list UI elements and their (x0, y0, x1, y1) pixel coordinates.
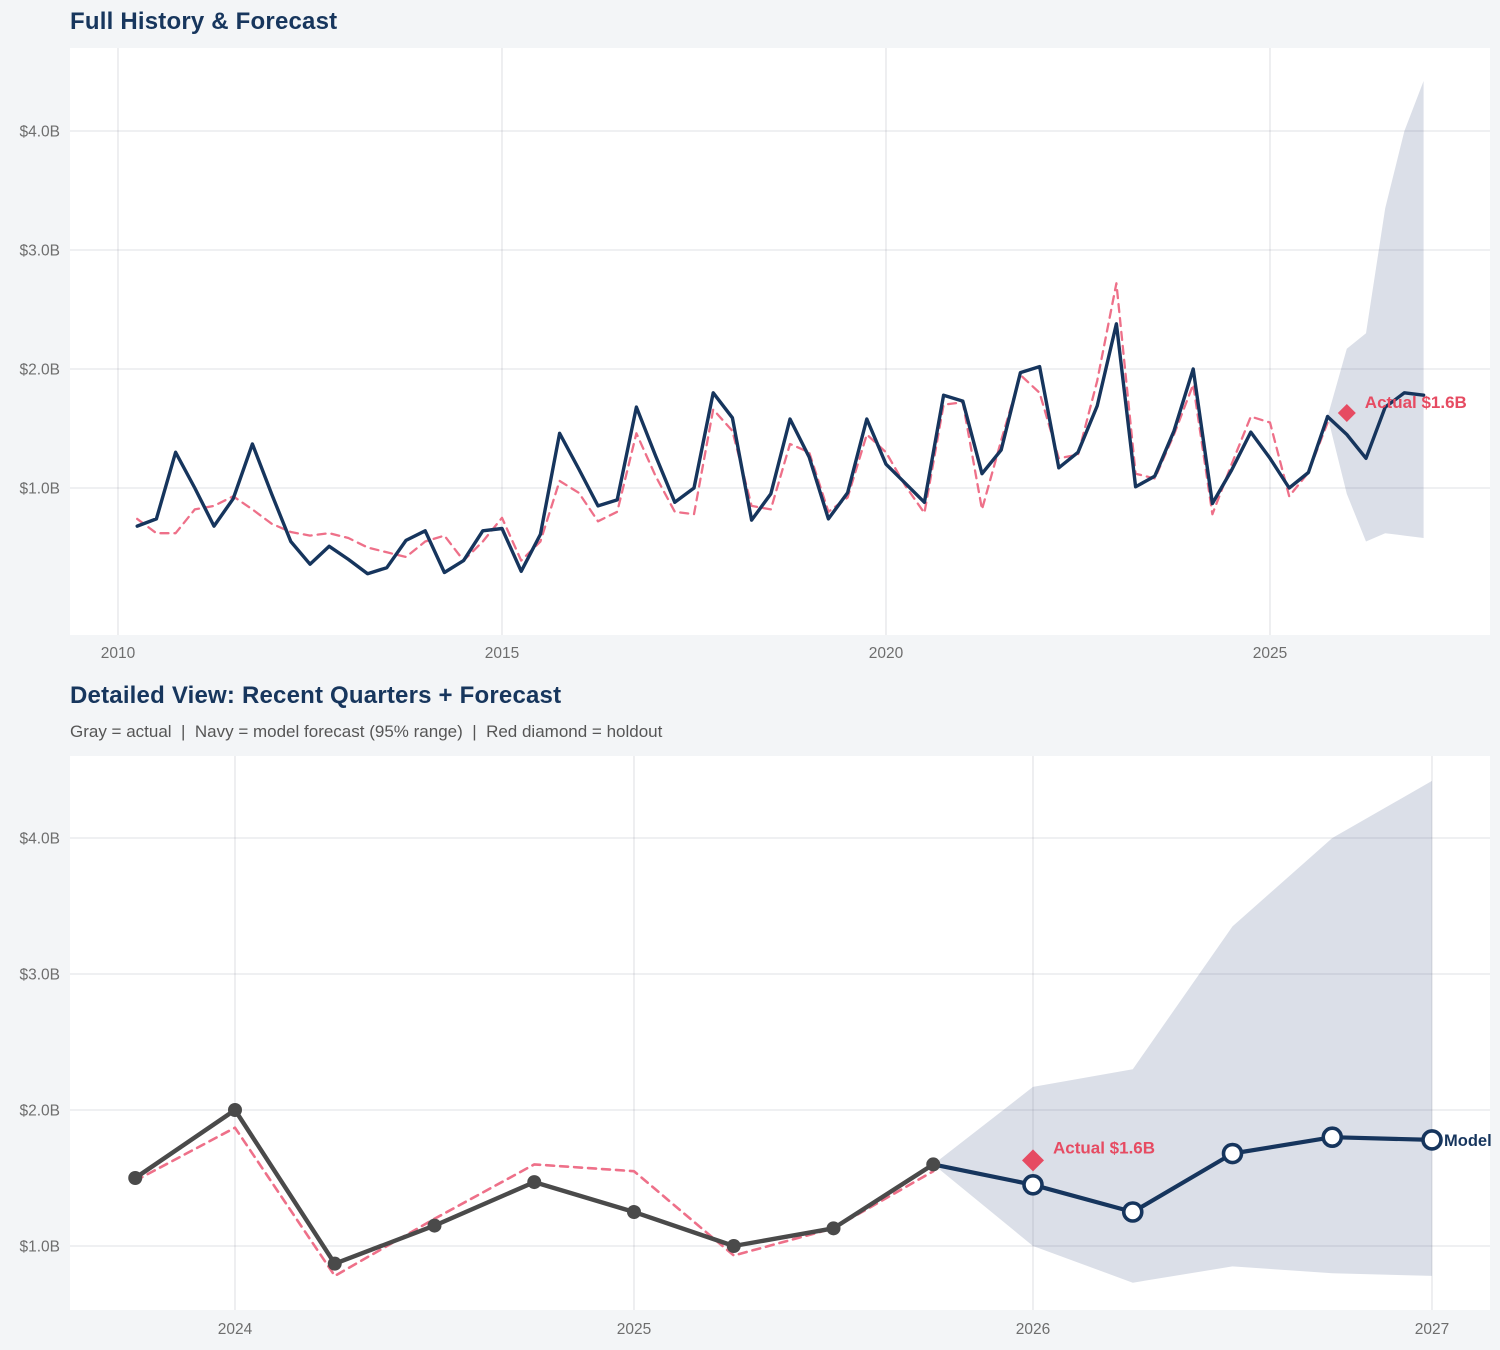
detailed-view-model-forecast-line (931, 1135, 1435, 1215)
detailed-view-confidence-band (933, 780, 1432, 1283)
full-history-confidence-band (1327, 81, 1424, 542)
full-history-y-tick-label: $2.0B (19, 362, 60, 379)
detailed-view-actual-point (726, 1239, 741, 1253)
detailed-view-actual-point (926, 1157, 941, 1172)
detailed-view-x-tick-label: 2025 (617, 1321, 651, 1338)
detailed-view-x-tick-label: 2024 (218, 1321, 253, 1338)
top-chart-title: Full History & Forecast (70, 8, 338, 35)
full-history-y-tick-label: $3.0B (19, 243, 60, 260)
full-history-baseline-dashed-line (136, 282, 1329, 562)
full-history-y-tick-label: $1.0B (19, 481, 60, 498)
detailed-view-baseline-dashed-line (134, 1126, 935, 1278)
holdout-label: Actual $1.6B (1053, 1138, 1155, 1157)
detailed-view-actual-point (327, 1256, 342, 1271)
detailed-view-forecast-point (1321, 1126, 1344, 1148)
detailed-view-x-tick-label: 2026 (1016, 1321, 1050, 1338)
holdout-diamond (1337, 404, 1356, 423)
detailed-view-actual-point (627, 1205, 641, 1219)
full-history-x-tick-label: 2025 (1253, 645, 1287, 662)
full-history-y-tick-label: $4.0B (19, 124, 60, 141)
detailed-view-actual-point (427, 1218, 442, 1233)
detailed-view-actual-point (826, 1221, 841, 1236)
detailed-view-forecast-point (1121, 1201, 1144, 1223)
full-history-model-forecast-line (1325, 391, 1426, 460)
bottom-chart-title: Detailed View: Recent Quarters + Forecas… (70, 682, 562, 709)
detailed-view-actual-point (527, 1175, 542, 1190)
detailed-view-forecast-point (1421, 1129, 1443, 1151)
detailed-view-y-tick-label: $4.0B (19, 831, 60, 848)
full-history-x-tick-label: 2020 (869, 645, 904, 662)
detailed-view-forecast-point (1022, 1174, 1044, 1196)
detailed-view-y-tick-label: $1.0B (19, 1239, 60, 1256)
detailed-view-actual-point (228, 1103, 242, 1117)
detailed-view-actual-point (128, 1171, 143, 1185)
full-history-x-tick-label: 2015 (485, 645, 519, 662)
detailed-view-forecast-point (1221, 1142, 1244, 1165)
full-history-plot-area (70, 48, 1490, 635)
detailed-view-x-tick-label: 2027 (1415, 1321, 1449, 1338)
holdout-diamond (1022, 1149, 1044, 1172)
bottom-chart-subtitle: Gray = actual | Navy = model forecast (9… (70, 722, 663, 741)
detailed-view-y-tick-label: $3.0B (19, 967, 60, 984)
detailed-view-y-tick-label: $2.0B (19, 1103, 60, 1120)
model-label: Model (1444, 1132, 1492, 1150)
holdout-label: Actual $1.6B (1365, 393, 1467, 412)
full-history-actual-line (135, 322, 1330, 576)
full-history-x-tick-label: 2010 (101, 645, 136, 662)
